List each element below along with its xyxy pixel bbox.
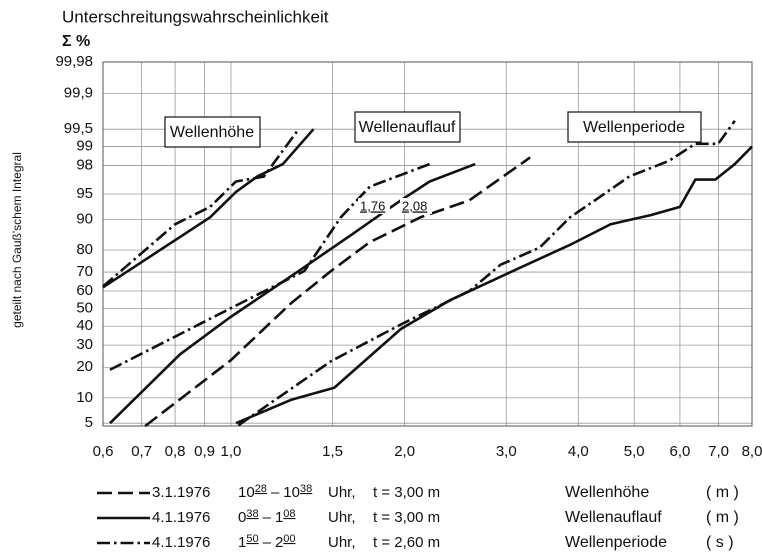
legend-time: 1028–1038 [238,483,312,501]
legend-time-part: 10 [238,484,255,501]
x-tick-label: 0,6 [93,443,114,460]
x-tick-label: 0,7 [131,443,152,460]
legend-time-part: 1 [275,509,283,526]
y-tick-label: 99,98 [55,53,93,70]
quantity-unit: ( s ) [706,534,734,551]
legend-time-part: – [263,509,272,526]
y-tick-label: 99,5 [64,120,93,137]
annotation-box [567,111,702,143]
quantity-unit: ( m ) [706,484,739,501]
legend-time-part: 2 [275,534,283,551]
y-tick-label: 40 [76,317,93,334]
line-series [109,162,431,371]
legend-time-part: 50 [246,533,258,545]
annotation: Wellenhöhe [170,124,254,141]
y-tick-label: 30 [76,336,93,353]
chart-title: Unterschreitungswahrscheinlichkeit [62,7,329,26]
y-tick-label: 60 [76,282,93,299]
line-series [235,145,753,425]
legend-unit: Uhr, [328,509,356,526]
legend-time-part: 10 [283,484,300,501]
annotation-box [164,116,261,148]
x-tick-label: 4,0 [568,443,589,460]
legend-time-part: 1 [238,534,246,551]
y-tick-label: 99,9 [64,84,93,101]
annotation: 1,76 [360,198,385,213]
quantity-unit: ( m ) [706,509,739,526]
x-tick-label: 6,0 [669,443,690,460]
x-tick-label: 8,0 [742,443,762,460]
y-tick-label: 50 [76,300,93,317]
y-tick-label: 95 [76,185,93,202]
legend-unit: Uhr, [328,534,356,551]
y-tick-label: 70 [76,263,93,280]
legend-time-part: – [263,534,272,551]
y-tick-label: 5 [85,414,93,431]
legend-time-part: 08 [283,508,295,520]
legend-t: t = 3,00 m [373,484,440,501]
line-series [237,119,736,427]
y-tick-label: 20 [76,358,93,375]
annotation-bg [358,198,390,214]
legend-time: 150–200 [238,533,296,551]
x-tick-label: 1,5 [322,443,343,460]
line-series [102,128,300,288]
x-tick-label: 1,0 [221,443,242,460]
y-axis-label: geteilt nach Gauß'schem Integral [10,152,24,328]
annotation-bg [400,198,432,214]
legend: 3.1.1976 1028–1038 Uhr, t = 3,00 m4.1.1976 0… [97,483,739,551]
legend-date: 3.1.1976 [152,484,210,501]
legend-time-part: – [271,484,280,501]
annotation: Wellenauflauf [359,119,456,136]
annotation: 2,08 [402,198,427,213]
legend-date: 4.1.1976 [152,534,210,551]
plot-frame [102,61,753,427]
x-tick-label: 0,9 [194,443,215,460]
x-tick-label: 0,8 [165,443,186,460]
y-tick-label: 98 [76,157,93,174]
legend-time: 038–108 [238,508,296,526]
line-series [144,156,531,428]
legend-date: 4.1.1976 [152,509,210,526]
legend-time-part: 38 [300,483,312,495]
quantity-name: Wellenauflauf [565,509,662,526]
legend-time-part: 28 [255,483,267,495]
legend-t: t = 2,60 m [373,534,440,551]
quantity-name: Wellenperiode [565,534,667,551]
legend-time-part: 38 [246,508,258,520]
x-tick-label: 3,0 [496,443,517,460]
chart-subtitle: Σ % [62,33,90,50]
legend-t: t = 3,00 m [373,509,440,526]
y-tick-label: 90 [76,210,93,227]
line-series [109,162,476,425]
annotation: Wellenperiode [583,119,685,136]
legend-unit: Uhr, [328,484,356,501]
quantity-name: Wellenhöhe [565,484,649,501]
annotation-box [354,111,461,143]
x-tick-label: 5,0 [624,443,645,460]
x-tick-label: 7,0 [708,443,729,460]
legend-time-part: 00 [283,533,295,545]
y-tick-label: 10 [76,389,93,406]
y-tick-label: 80 [76,241,93,258]
line-series [102,128,315,289]
y-tick-label: 99 [76,138,93,155]
legend-time-part: 0 [238,509,246,526]
x-tick-label: 2,0 [394,443,415,460]
